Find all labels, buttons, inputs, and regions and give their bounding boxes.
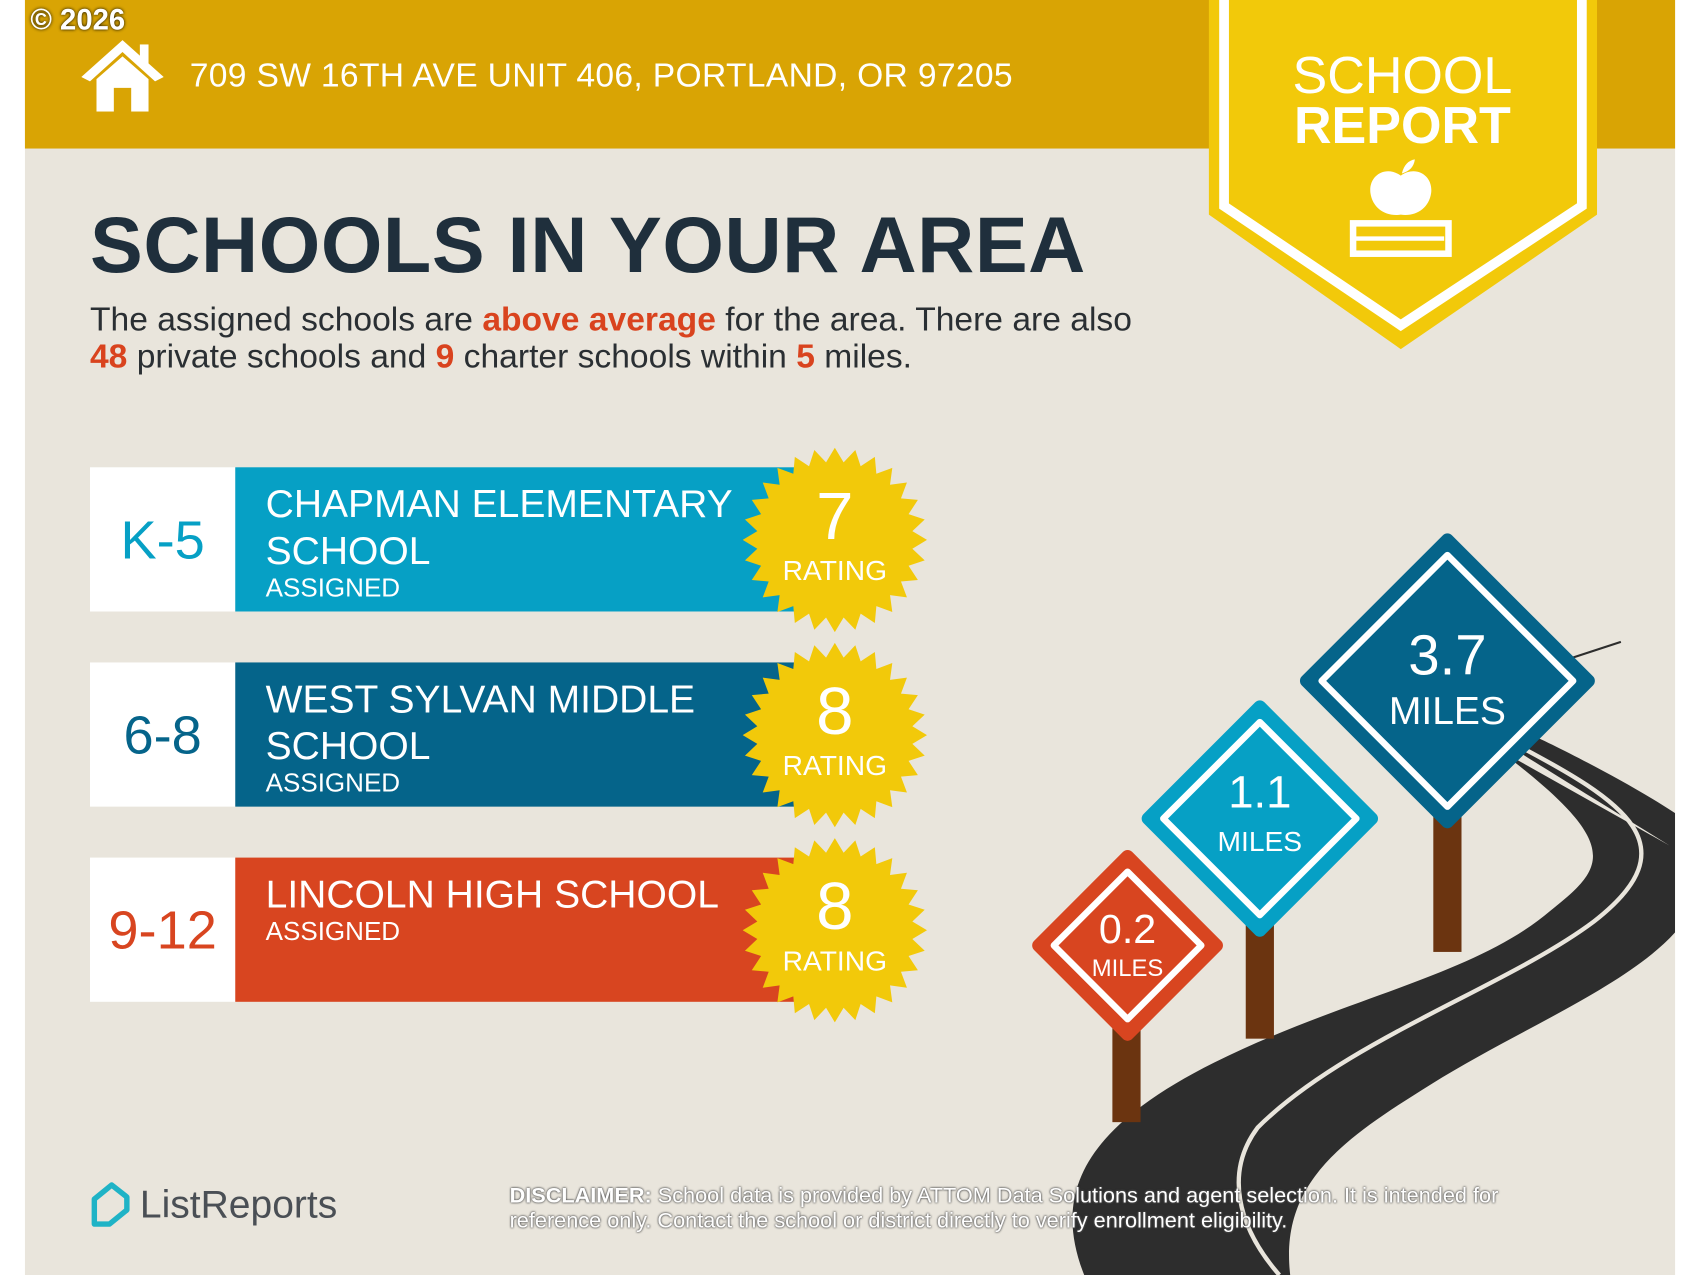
distance-unit: MILES [1389, 690, 1506, 733]
distance-unit: MILES [1092, 955, 1164, 982]
school-row: K-5 CHAPMAN ELEMENTARY SCHOOL ASSIGNED [89, 467, 797, 612]
property-address: 709 SW 16TH AVE UNIT 406, PORTLAND, OR 9… [189, 56, 1013, 95]
badge-line2: REPORT [1293, 97, 1511, 156]
distance-sign: 1.1 MILES [1141, 700, 1379, 937]
rating-label: RATING [782, 749, 888, 782]
school-status: ASSIGNED [265, 573, 401, 603]
seal-icon [742, 642, 927, 828]
distance-unit: MILES [1218, 825, 1303, 857]
logo-text: ListReports [139, 1181, 338, 1227]
rating-label: RATING [782, 944, 888, 977]
listreports-logo[interactable]: ListReports [90, 1182, 337, 1228]
house-icon [81, 40, 164, 112]
school-status: ASSIGNED [265, 917, 401, 947]
distance-value: 0.2 [1099, 906, 1156, 952]
distance-value: 1.1 [1228, 767, 1291, 818]
school-bar: WEST SYLVAN MIDDLE SCHOOL ASSIGNED [235, 662, 797, 807]
school-name: WEST SYLVAN MIDDLE SCHOOL [265, 676, 696, 768]
school-name: LINCOLN HIGH SCHOOL [265, 871, 719, 917]
school-bar: LINCOLN HIGH SCHOOL ASSIGNED [235, 857, 797, 1002]
school-row: 9-12 LINCOLN HIGH SCHOOL ASSIGNED [89, 857, 797, 1002]
rating-value: 7 [816, 479, 854, 555]
distance-sign: 0.2 MILES [1032, 850, 1223, 1041]
school-status: ASSIGNED [265, 768, 401, 798]
distance-value: 3.7 [1408, 623, 1486, 686]
school-bar: CHAPMAN ELEMENTARY SCHOOL ASSIGNED [235, 467, 797, 612]
seal-icon [742, 447, 927, 633]
page-title: SCHOOLS IN YOUR AREA [89, 201, 1086, 290]
seal-shape [742, 642, 927, 828]
rating-label: RATING [782, 554, 888, 587]
seal-shape [742, 838, 927, 1023]
rating-seal: 8 RATING [742, 838, 927, 1028]
school-name: CHAPMAN ELEMENTARY SCHOOL [265, 481, 732, 573]
apple-on-book-icon [1349, 159, 1452, 257]
school-report-badge [1208, 0, 1598, 350]
grade-range: 6-8 [89, 662, 236, 807]
listreports-logo-icon [91, 1182, 130, 1227]
grade-range: K-5 [89, 467, 236, 612]
seal-icon [742, 838, 927, 1023]
rating-value: 8 [816, 869, 854, 945]
seal-shape [742, 447, 927, 633]
badge-line1: SCHOOL [1292, 47, 1513, 106]
summary-text: The assigned schools are above average f… [89, 300, 1132, 376]
grade-range: 9-12 [89, 857, 236, 1002]
copyright: © 2026 [30, 3, 126, 36]
rating-value: 8 [816, 674, 854, 750]
disclaimer: DISCLAIMER: School data is provided by A… [509, 1183, 1499, 1233]
rating-seal: 7 RATING [742, 447, 927, 638]
rating-seal: 8 RATING [742, 642, 927, 833]
school-row: 6-8 WEST SYLVAN MIDDLE SCHOOL ASSIGNED [89, 662, 797, 807]
